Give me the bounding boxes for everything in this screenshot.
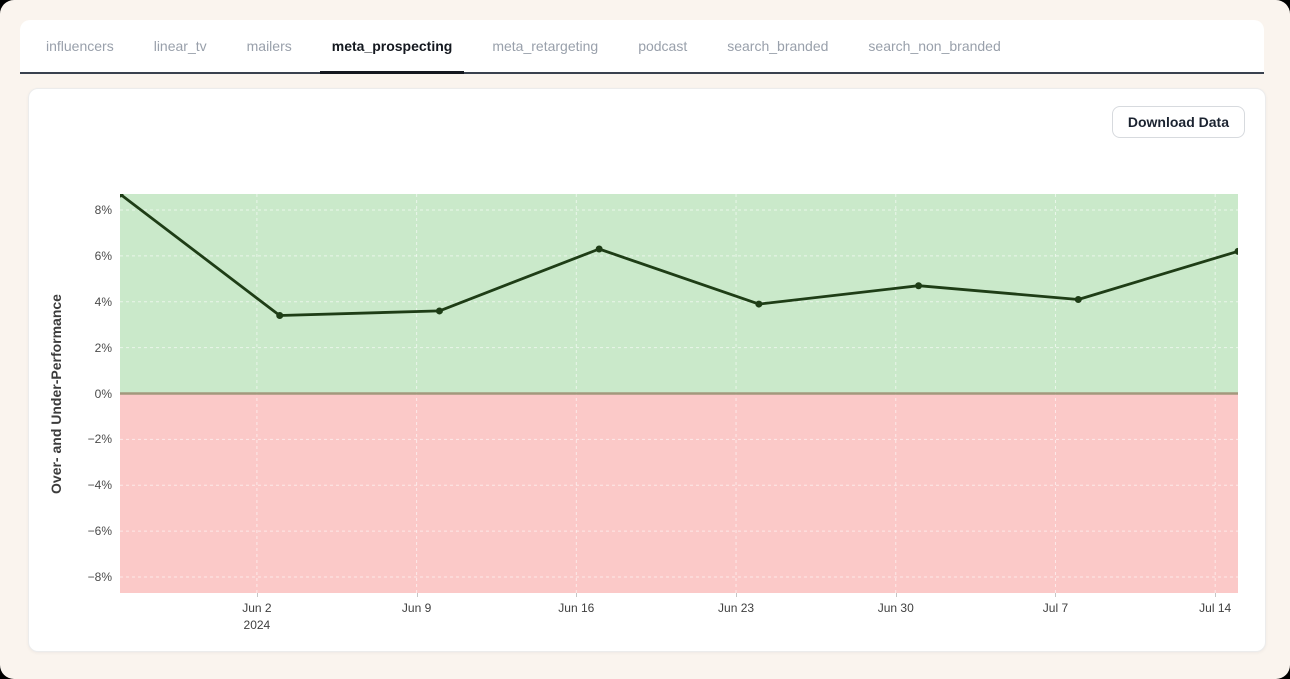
x-tick-label: Jul 14 <box>1199 601 1232 615</box>
data-point <box>276 312 284 320</box>
chart-card: Download Data Over- and Under-Performanc… <box>28 88 1266 652</box>
tab-linear_tv[interactable]: linear_tv <box>153 38 207 54</box>
x-tickmark <box>736 593 738 597</box>
data-point <box>755 300 763 308</box>
x-tickmark <box>1215 593 1217 597</box>
data-point <box>1074 295 1082 303</box>
x-tickmark <box>1055 593 1057 597</box>
data-point <box>595 245 603 253</box>
tab-meta_prospecting[interactable]: meta_prospecting <box>319 20 465 74</box>
data-line <box>120 194 1238 317</box>
positive-band <box>120 194 1238 394</box>
x-tickmark <box>576 593 578 597</box>
x-tick-label: Jul 7 <box>1042 601 1069 615</box>
x-tick-label: Jun 16 <box>558 601 595 615</box>
x-tick-label: Jun 23 <box>718 601 755 615</box>
tab-bar: influencers linear_tv mailers meta_prospect… <box>20 20 1264 74</box>
tab-podcast[interactable]: podcast <box>638 38 688 54</box>
tab-influencers[interactable]: influencers <box>46 38 114 54</box>
plot-area[interactable] <box>120 194 1238 593</box>
x-tickmark <box>256 593 258 597</box>
y-tick-label: 6% <box>94 248 112 263</box>
download-data-button[interactable]: Download Data <box>1111 106 1245 138</box>
y-tick-label: −8% <box>87 569 112 584</box>
x-tick-label: Jun 30 <box>877 601 914 615</box>
data-point <box>120 194 124 198</box>
tab-search_non_branded[interactable]: search_non_branded <box>868 38 1001 54</box>
data-point <box>435 307 443 315</box>
y-tick-label: 0% <box>94 386 112 401</box>
data-point <box>1234 247 1238 255</box>
y-tick-label: 4% <box>94 294 112 309</box>
y-tick-label: 8% <box>94 203 112 218</box>
tab-meta_retargeting[interactable]: meta_retargeting <box>492 38 599 54</box>
negative-band <box>120 393 1238 593</box>
x-tickmark <box>895 593 897 597</box>
x-tick-label: Jun 2 2024 <box>242 601 272 633</box>
tab-search_branded[interactable]: search_branded <box>727 38 829 54</box>
y-tick-label: −4% <box>87 478 112 493</box>
data-point <box>915 282 923 290</box>
y-tick-label: 2% <box>94 340 112 355</box>
tab-mailers[interactable]: mailers <box>246 38 292 54</box>
x-tickmark <box>416 593 418 597</box>
y-tick-label: −6% <box>87 524 112 539</box>
performance-chart <box>120 194 1238 593</box>
x-tick-label: Jun 9 <box>401 601 432 615</box>
y-tick-label: −2% <box>87 432 112 447</box>
